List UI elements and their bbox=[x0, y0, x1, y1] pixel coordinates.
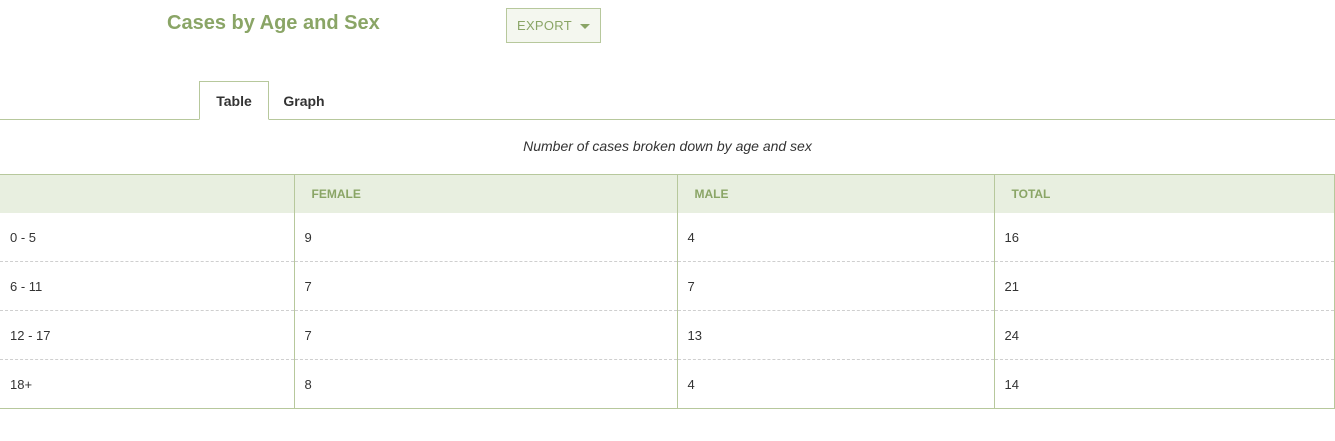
cell-total: 14 bbox=[993, 359, 1334, 408]
table-row: 0 - 5 9 4 16 bbox=[0, 213, 1334, 262]
cell-female: 7 bbox=[293, 261, 677, 311]
export-button[interactable]: EXPORT bbox=[506, 8, 601, 43]
cell-total: 21 bbox=[993, 261, 1334, 311]
cell-age-group: 12 - 17 bbox=[0, 310, 294, 360]
tab-graph-label: Graph bbox=[283, 92, 325, 109]
tab-graph[interactable]: Graph bbox=[270, 81, 338, 120]
tabs-divider bbox=[0, 119, 1335, 120]
cell-male: 4 bbox=[676, 359, 994, 408]
cell-female: 7 bbox=[293, 310, 677, 360]
table-row: 6 - 11 7 7 21 bbox=[0, 261, 1334, 311]
table-row: 18+ 8 4 14 bbox=[0, 359, 1334, 408]
export-button-label: EXPORT bbox=[516, 18, 573, 33]
page-title: Cases by Age and Sex bbox=[167, 12, 380, 34]
cell-total: 24 bbox=[993, 310, 1334, 360]
cell-female: 8 bbox=[293, 359, 677, 408]
column-header-male: MALE bbox=[676, 175, 994, 213]
cell-age-group: 0 - 5 bbox=[10, 229, 37, 245]
cell-male: 4 bbox=[676, 213, 994, 262]
table-row: 12 - 17 7 13 24 bbox=[0, 310, 1334, 360]
cell-female: 9 bbox=[293, 213, 677, 262]
cell-age-group: 18+ bbox=[0, 359, 294, 408]
cases-table: FEMALE MALE TOTAL 0 - 5 9 4 16 6 - 11 7 … bbox=[0, 174, 1335, 409]
column-header-female: FEMALE bbox=[293, 175, 677, 213]
cell-age-group: 6 - 11 bbox=[0, 261, 294, 311]
caret-down-icon bbox=[580, 23, 591, 29]
table-header-row: FEMALE MALE TOTAL bbox=[0, 175, 1334, 213]
column-header-total: TOTAL bbox=[993, 175, 1334, 213]
cell-male: 13 bbox=[676, 310, 994, 360]
cell-male: 7 bbox=[676, 261, 994, 311]
table-caption: Number of cases broken down by age and s… bbox=[523, 138, 812, 154]
column-header-age bbox=[0, 175, 294, 213]
tab-table-label: Table bbox=[216, 92, 252, 109]
tab-table[interactable]: Table bbox=[199, 81, 269, 120]
cell-total: 16 bbox=[993, 213, 1334, 262]
